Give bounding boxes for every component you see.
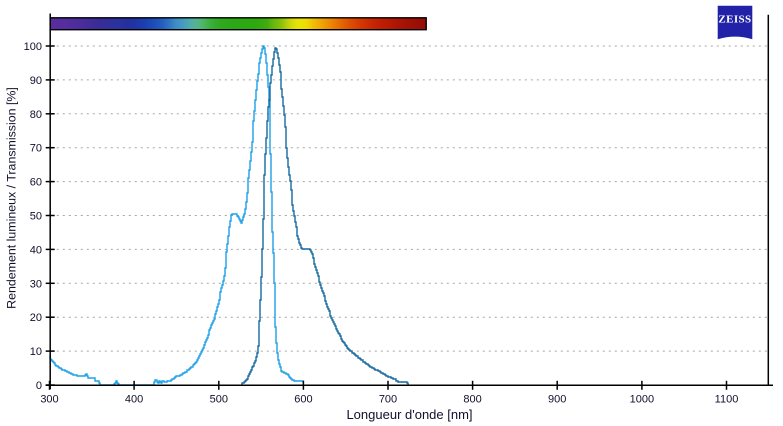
svg-text:20: 20 [30,312,42,324]
svg-text:ZEISS: ZEISS [718,13,751,25]
svg-text:30: 30 [30,278,42,290]
svg-text:90: 90 [30,75,42,87]
svg-text:1000: 1000 [630,394,654,406]
svg-text:100: 100 [24,41,42,53]
svg-text:300: 300 [40,394,58,406]
svg-text:1100: 1100 [715,394,739,406]
svg-text:Longueur d'onde [nm]: Longueur d'onde [nm] [346,407,472,422]
svg-text:800: 800 [463,394,481,406]
svg-text:Rendement lumineux / Transmiss: Rendement lumineux / Transmission [%] [5,87,19,309]
svg-text:80: 80 [30,109,42,121]
svg-text:0: 0 [36,380,42,392]
svg-text:700: 700 [379,394,397,406]
svg-text:50: 50 [30,211,42,223]
svg-text:10: 10 [30,346,42,358]
svg-text:60: 60 [30,177,42,189]
svg-text:600: 600 [294,394,312,406]
svg-text:900: 900 [548,394,566,406]
svg-text:400: 400 [125,394,143,406]
svg-text:40: 40 [30,244,42,256]
svg-text:70: 70 [30,143,42,155]
svg-text:500: 500 [210,394,228,406]
